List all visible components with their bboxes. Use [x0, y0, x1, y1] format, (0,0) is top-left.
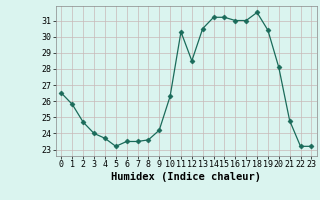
X-axis label: Humidex (Indice chaleur): Humidex (Indice chaleur) [111, 172, 261, 182]
